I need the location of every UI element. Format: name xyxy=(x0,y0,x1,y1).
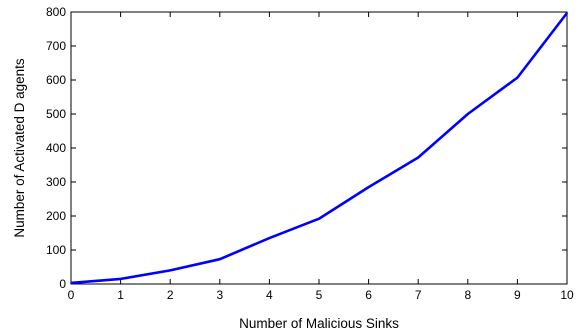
data-point xyxy=(417,156,420,159)
x-axis-label: Number of Malicious Sinks xyxy=(239,316,399,331)
y-tick-label: 700 xyxy=(46,39,66,53)
x-tick-label: 3 xyxy=(216,288,223,302)
plot-area xyxy=(70,11,568,285)
data-point xyxy=(169,269,171,272)
y-tick-label: 800 xyxy=(46,5,66,19)
data-point xyxy=(516,76,519,79)
series-group xyxy=(70,12,569,285)
x-tick-label: 2 xyxy=(167,288,174,302)
y-tick-label: 400 xyxy=(46,141,66,155)
data-point xyxy=(566,12,568,14)
y-tick-label: 0 xyxy=(59,277,66,291)
y-tick-label: 300 xyxy=(46,175,66,189)
x-tick-label: 9 xyxy=(514,288,521,302)
x-tick-label: 4 xyxy=(266,288,273,302)
x-tick-label: 1 xyxy=(117,288,124,302)
x-tick-label: 5 xyxy=(316,288,323,302)
y-tick-label: 500 xyxy=(46,107,66,121)
data-point xyxy=(318,217,320,220)
y-tick-label: 200 xyxy=(46,209,66,223)
data-point xyxy=(367,186,370,188)
y-tick-label: 100 xyxy=(46,243,66,257)
data-point xyxy=(268,237,271,239)
data-point xyxy=(70,282,72,284)
x-tick-label: 8 xyxy=(464,288,471,302)
x-tick-label: 0 xyxy=(68,288,75,302)
x-tick-label: 6 xyxy=(365,288,372,302)
x-tick-label: 10 xyxy=(560,288,574,302)
y-axis-label: Number of Activated D agents xyxy=(12,58,27,238)
x-tick-label: 7 xyxy=(415,288,422,302)
data-point xyxy=(219,258,221,260)
y-tick-label: 600 xyxy=(46,73,66,87)
data-point xyxy=(467,113,469,115)
data-point xyxy=(119,278,122,280)
